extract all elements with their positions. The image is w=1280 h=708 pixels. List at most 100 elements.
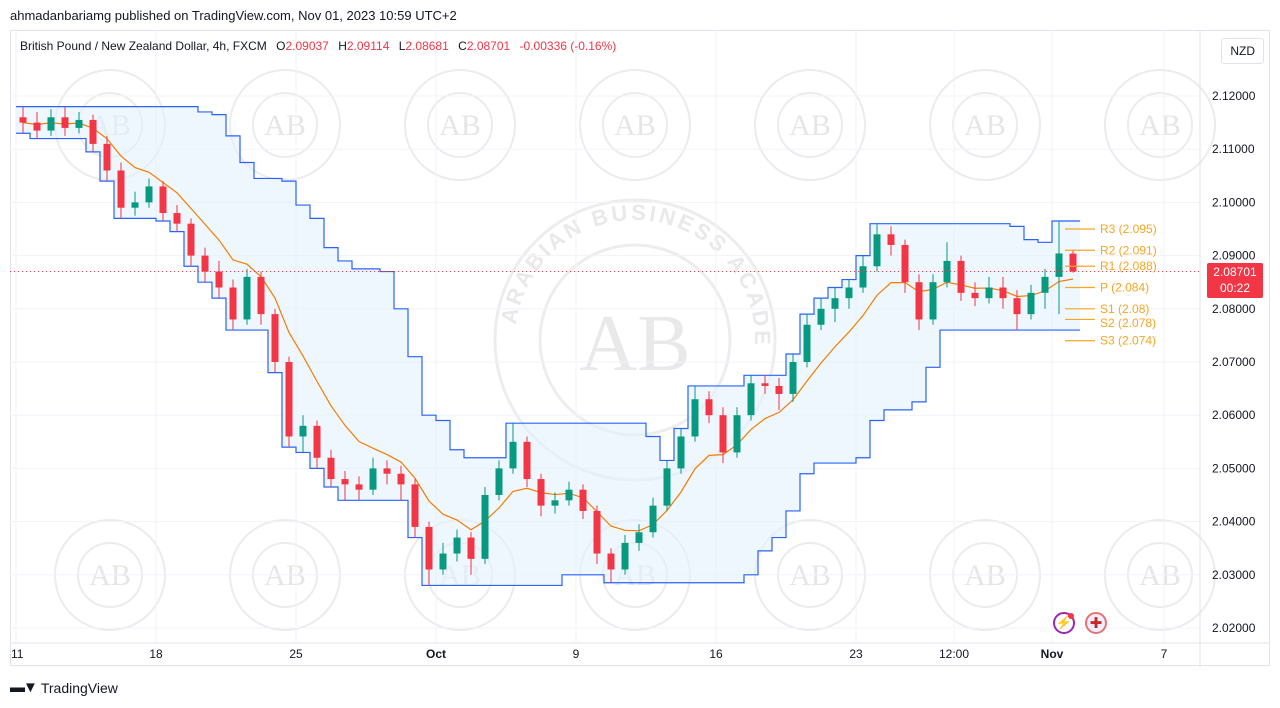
symbol-legend: British Pound / New Zealand Dollar, 4h, …: [20, 39, 617, 53]
candle-body: [663, 468, 671, 506]
tradingview-logo[interactable]: ▬▼ TradingView: [10, 679, 118, 696]
last-price: 2.08701: [1213, 264, 1257, 279]
candle-body: [873, 234, 881, 267]
watermark-shield: [952, 92, 1018, 158]
candle-body: [75, 119, 83, 128]
candle-body: [677, 436, 685, 469]
candle-body: [1027, 292, 1035, 315]
watermark-text: AB: [789, 559, 831, 592]
candle-body: [201, 255, 209, 272]
candle-body: [775, 385, 783, 394]
watermark-text: AB: [964, 559, 1006, 592]
candle-body: [383, 468, 391, 474]
candle-body: [19, 117, 27, 123]
candle-body: [817, 308, 825, 325]
candle-body: [705, 399, 713, 416]
candle-body: [733, 415, 741, 453]
candle-body: [215, 271, 223, 288]
candle-body: [607, 553, 615, 570]
candle-body: [859, 266, 867, 288]
x-tick-label: 23: [849, 647, 863, 661]
candle-body: [285, 362, 293, 437]
candle-body: [887, 234, 895, 245]
candle-body: [411, 484, 419, 527]
watermark-ring: [929, 69, 1041, 181]
candle-body: [313, 425, 321, 458]
candle-body: [915, 282, 923, 320]
candle-body: [537, 479, 545, 506]
candle-body: [495, 468, 503, 495]
candle-body: [593, 510, 601, 554]
open-value: 2.09037: [285, 39, 329, 53]
candle-body: [523, 441, 531, 480]
watermark-text: AB: [1139, 559, 1181, 592]
y-tick-label: 2.03000: [1212, 568, 1256, 582]
last-price-label: 2.08701 00:22: [1207, 262, 1263, 298]
lightning-event-icon[interactable]: ⚡: [1053, 612, 1075, 634]
x-tick-label: Oct: [426, 647, 446, 661]
watermark-ring: [754, 69, 866, 181]
candle-body: [1041, 276, 1049, 293]
currency-button[interactable]: NZD: [1221, 38, 1264, 64]
pivot-label-r2: R2 (2.091): [1100, 243, 1157, 257]
candle-body: [901, 244, 909, 283]
candle-body: [971, 292, 979, 299]
tradingview-logo-icon: ▬▼: [10, 679, 38, 696]
candle-body: [845, 287, 853, 299]
chart-frame: [10, 30, 1270, 666]
change-value: -0.00336 (-0.16%): [519, 39, 617, 53]
candle-body: [985, 287, 993, 299]
candle-body: [719, 415, 727, 453]
watermark-ring: [1104, 69, 1216, 181]
watermark-text: AB: [264, 109, 306, 142]
high-value: 2.09114: [346, 39, 390, 53]
y-tick-label: 2.11000: [1212, 142, 1255, 156]
candle-body: [565, 489, 573, 501]
candle-body: [481, 495, 489, 559]
close-value: 2.08701: [466, 39, 511, 53]
watermark-text: AB: [264, 559, 306, 592]
candle-body: [61, 117, 69, 128]
candle-body: [145, 186, 153, 203]
candle-body: [621, 542, 629, 570]
candle-body: [551, 500, 559, 506]
candle-body: [397, 473, 405, 485]
low-value: 2.08681: [405, 39, 449, 53]
candle-body: [257, 276, 265, 315]
y-tick-label: 2.10000: [1212, 195, 1256, 209]
candle-body: [229, 287, 237, 320]
time-axis: 11 18 25 Oct 9 16 23 12:00 Nov 7: [11, 647, 1168, 661]
candle-body: [831, 298, 839, 309]
uk-flag-icon[interactable]: ✚: [1085, 612, 1107, 634]
candle-body: [453, 537, 461, 554]
candle-body: [89, 119, 97, 144]
watermark-shield: [602, 92, 668, 158]
candle-body: [1013, 298, 1021, 315]
watermark-text: AB: [789, 109, 831, 142]
candle-body: [579, 489, 587, 511]
y-tick-label: 2.02000: [1212, 621, 1256, 635]
price-axis: 2.12000 2.11000 2.10000 2.09000 2.08000 2.070…: [1212, 89, 1256, 635]
candle-body: [355, 484, 363, 490]
candle-body: [691, 399, 699, 437]
y-tick-label: 2.07000: [1212, 355, 1256, 369]
x-tick-label: 11: [11, 647, 24, 661]
y-tick-label: 2.08000: [1212, 302, 1256, 316]
candle-body: [243, 276, 251, 320]
pivot-label-s2: S2 (2.078): [1100, 316, 1156, 330]
candle-body: [649, 505, 657, 533]
channel-fill: [16, 106, 1080, 586]
watermark-text: AB: [1139, 109, 1181, 142]
candle-body: [103, 143, 111, 171]
watermark-ring: [229, 69, 341, 181]
candle-body: [159, 186, 167, 214]
candle-body: [635, 532, 643, 543]
candle-body: [747, 383, 755, 416]
candle-body: [509, 441, 517, 469]
watermark-text: AB: [964, 109, 1006, 142]
watermark-text: AB: [89, 559, 131, 592]
pivot-label-s3: S3 (2.074): [1100, 334, 1156, 348]
candle-body: [467, 537, 475, 559]
candle-body: [439, 553, 447, 570]
